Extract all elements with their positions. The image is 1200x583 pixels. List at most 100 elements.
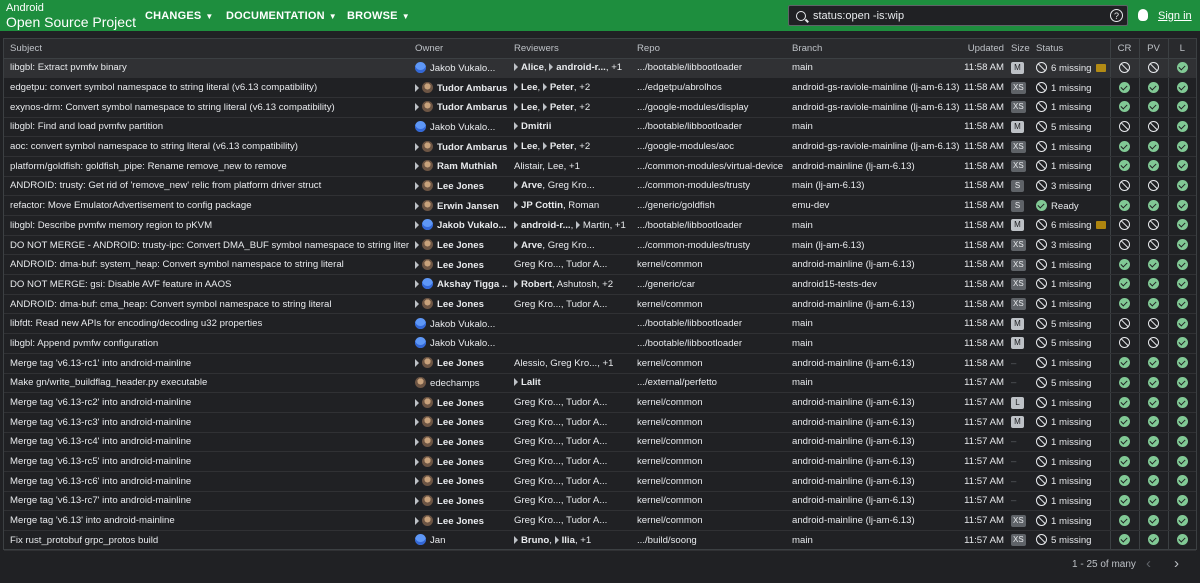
owner-name[interactable]: Jakob Vukalo... xyxy=(430,62,496,74)
change-subject-link[interactable]: refactor: Move EmulatorAdvertisement to … xyxy=(4,195,409,216)
table-row[interactable]: libgbl: Extract pvmfw binary Jakob Vukalo… xyxy=(4,58,1196,79)
owner-name[interactable]: Lee Jones xyxy=(437,240,484,252)
table-row[interactable]: Merge tag 'v6.13-rc2' into android-mainl… xyxy=(4,392,1196,413)
owner-name[interactable]: Jakob Vukalo... xyxy=(430,338,496,350)
change-subject-link[interactable]: Merge tag 'v6.13-rc3' into android-mainl… xyxy=(4,412,409,433)
repo-link[interactable]: .../common-modules/trusty xyxy=(631,235,786,256)
branch-link[interactable]: main xyxy=(786,530,959,551)
table-row[interactable]: edgetpu: convert symbol namespace to str… xyxy=(4,77,1196,98)
owner-name[interactable]: Lee Jones xyxy=(437,299,484,311)
repo-link[interactable]: kernel/common xyxy=(631,451,786,472)
owner-name[interactable]: Jakob Vukalo... xyxy=(430,121,496,133)
change-subject-link[interactable]: Merge tag 'v6.13-rc1' into android-mainl… xyxy=(4,353,409,374)
reviewer-name[interactable]: +2 xyxy=(579,141,591,153)
site-logo[interactable]: Android Open Source Project xyxy=(6,2,136,30)
menu-documentation[interactable]: DOCUMENTATION ▼ xyxy=(226,10,337,22)
repo-link[interactable]: kernel/common xyxy=(631,471,786,492)
owner-name[interactable]: Jan xyxy=(430,535,446,547)
owner-name[interactable]: Ram Muthiah xyxy=(437,161,498,173)
repo-link[interactable]: kernel/common xyxy=(631,432,786,453)
reviewer-name[interactable]: Tudor A... xyxy=(566,259,608,271)
table-row[interactable]: libgbl: Describe pvmfw memory region to … xyxy=(4,215,1196,236)
branch-link[interactable]: android-mainline (lj-am-6.13) xyxy=(786,510,959,531)
branch-link[interactable]: android-mainline (lj-am-6.13) xyxy=(786,471,959,492)
reviewer-name[interactable]: +1 xyxy=(568,160,580,172)
reviewer-name[interactable]: Greg Kro... xyxy=(547,239,595,251)
change-subject-link[interactable]: Merge tag 'v6.13-rc6' into android-mainl… xyxy=(4,471,409,492)
sign-in-link[interactable]: Sign in xyxy=(1158,10,1192,22)
branch-link[interactable]: android-mainline (lj-am-6.13) xyxy=(786,254,959,276)
table-row[interactable]: exynos-drm: Convert symbol namespace to … xyxy=(4,97,1196,118)
reviewer-name[interactable]: Peter xyxy=(549,101,574,113)
table-row[interactable]: platform/goldfish: goldfish_pipe: Rename… xyxy=(4,156,1196,177)
repo-link[interactable]: kernel/common xyxy=(631,353,786,374)
change-subject-link[interactable]: Merge tag 'v6.13-rc2' into android-mainl… xyxy=(4,392,409,413)
change-subject-link[interactable]: DO NOT MERGE - ANDROID: trusty-ipc: Conv… xyxy=(4,235,409,256)
branch-link[interactable]: android-mainline (lj-am-6.13) xyxy=(786,392,959,413)
reviewer-name[interactable]: Martin xyxy=(582,219,610,231)
owner-name[interactable]: Lee Jones xyxy=(437,358,484,370)
reviewer-name[interactable]: Peter xyxy=(549,141,574,153)
change-subject-link[interactable]: libgbl: Extract pvmfw binary xyxy=(4,58,409,79)
owner-name[interactable]: Lee Jones xyxy=(437,495,484,507)
change-subject-link[interactable]: edgetpu: convert symbol namespace to str… xyxy=(4,77,409,98)
reviewer-name[interactable]: android-r... xyxy=(556,62,606,74)
reviewer-name[interactable]: Lee xyxy=(521,141,538,153)
reviewer-name[interactable]: Ashutosh xyxy=(556,278,597,290)
reviewer-name[interactable]: Greg Kro... xyxy=(514,515,561,527)
reviewer-name[interactable]: Tudor A... xyxy=(566,475,608,487)
change-subject-link[interactable]: Merge tag 'v6.13' into android-mainline xyxy=(4,510,409,531)
reviewer-name[interactable]: Lee xyxy=(547,160,564,172)
branch-link[interactable]: android-gs-raviole-mainline (lj-am-6.13) xyxy=(786,136,959,157)
branch-link[interactable]: android-mainline (lj-am-6.13) xyxy=(786,432,959,453)
reviewer-name[interactable]: android-r... xyxy=(521,219,571,231)
reviewer-name[interactable]: Tudor A... xyxy=(566,416,608,428)
repo-link[interactable]: kernel/common xyxy=(631,294,786,315)
branch-link[interactable]: android-mainline (lj-am-6.13) xyxy=(786,491,959,512)
owner-name[interactable]: Jakob Vukalo... xyxy=(437,220,507,232)
reviewer-name[interactable]: Alessio xyxy=(514,357,545,369)
change-subject-link[interactable]: aoc: convert symbol namespace to string … xyxy=(4,136,409,157)
next-page-icon[interactable]: › xyxy=(1174,555,1179,572)
reviewer-name[interactable]: Lee xyxy=(521,101,538,113)
change-subject-link[interactable]: ANDROID: trusty: Get rid of 'remove_new'… xyxy=(4,176,409,197)
owner-name[interactable]: Lee Jones xyxy=(437,417,484,429)
repo-link[interactable]: .../generic/car xyxy=(631,274,786,295)
reviewer-name[interactable]: +2 xyxy=(579,82,591,94)
table-row[interactable]: Merge tag 'v6.13-rc6' into android-mainl… xyxy=(4,471,1196,492)
repo-link[interactable]: .../external/perfetto xyxy=(631,373,786,394)
branch-link[interactable]: android15-tests-dev xyxy=(786,274,959,295)
table-row[interactable]: aoc: convert symbol namespace to string … xyxy=(4,136,1196,157)
branch-link[interactable]: emu-dev xyxy=(786,195,959,216)
reviewer-name[interactable]: Robert xyxy=(521,278,552,290)
reviewer-name[interactable]: Alice xyxy=(521,62,544,74)
owner-name[interactable]: Tudor Ambarus xyxy=(437,141,508,153)
repo-link[interactable]: .../google-modules/aoc xyxy=(631,136,786,157)
table-row[interactable]: DO NOT MERGE: gsi: Disable AVF feature i… xyxy=(4,274,1196,295)
reviewer-name[interactable]: Greg Kro... xyxy=(547,180,595,192)
repo-link[interactable]: .../google-modules/display xyxy=(631,97,786,118)
table-row[interactable]: DO NOT MERGE - ANDROID: trusty-ipc: Conv… xyxy=(4,235,1196,256)
branch-link[interactable]: main (lj-am-6.13) xyxy=(786,176,959,197)
table-row[interactable]: Fix rust_protobuf grpc_protos build Jan Br… xyxy=(4,530,1196,551)
reviewer-name[interactable]: Dmitrii xyxy=(521,121,552,133)
owner-name[interactable]: Lee Jones xyxy=(437,515,484,527)
repo-link[interactable]: .../bootable/libbootloader xyxy=(631,215,786,236)
search-input[interactable]: status:open -is:wip ? xyxy=(788,5,1128,26)
reviewer-name[interactable]: Tudor A... xyxy=(566,495,608,507)
reviewer-name[interactable]: Greg Kro... xyxy=(550,357,598,369)
branch-link[interactable]: main (lj-am-6.13) xyxy=(786,235,959,256)
branch-link[interactable]: main xyxy=(786,333,959,354)
owner-name[interactable]: Lee Jones xyxy=(437,436,484,448)
change-subject-link[interactable]: Make gn/write_buildflag_header.py execut… xyxy=(4,373,409,394)
branch-link[interactable]: main xyxy=(786,58,959,79)
repo-link[interactable]: kernel/common xyxy=(631,510,786,531)
reviewer-name[interactable]: Greg Kro... xyxy=(514,397,561,409)
table-row[interactable]: ANDROID: trusty: Get rid of 'remove_new'… xyxy=(4,176,1196,197)
repo-link[interactable]: .../edgetpu/abrolhos xyxy=(631,77,786,98)
repo-link[interactable]: .../bootable/libbootloader xyxy=(631,117,786,138)
table-row[interactable]: Merge tag 'v6.13-rc1' into android-mainl… xyxy=(4,353,1196,374)
reviewer-name[interactable]: Lee xyxy=(521,82,538,94)
repo-link[interactable]: .../common-modules/virtual-device xyxy=(631,156,786,177)
owner-name[interactable]: Lee Jones xyxy=(437,397,484,409)
